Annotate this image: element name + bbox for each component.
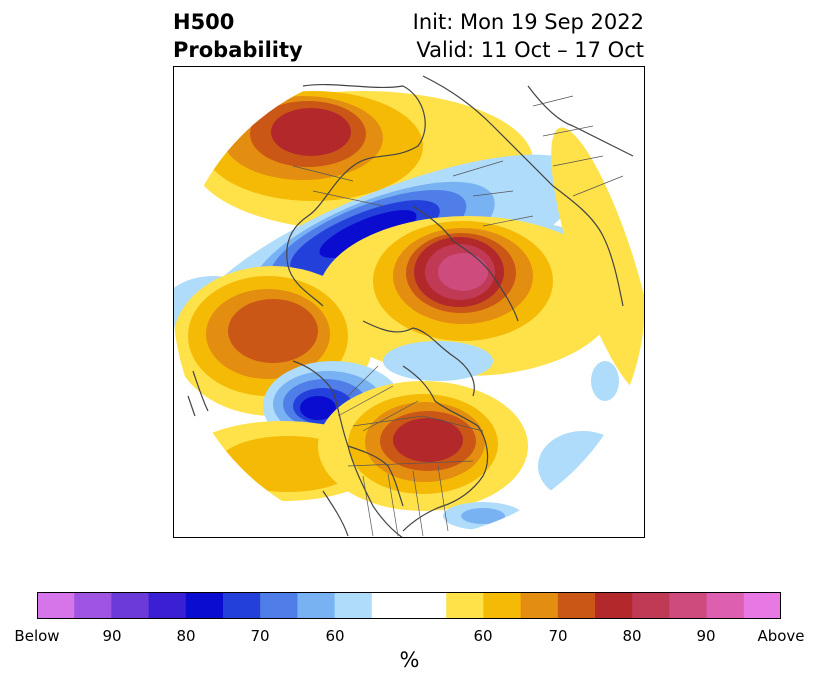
anomaly-contour (591, 361, 619, 401)
anomaly-contour (271, 108, 351, 156)
colorbar-label-below: Below (14, 627, 60, 645)
colorbar-label-below-90: 90 (102, 627, 122, 645)
colorbar-swatch (743, 592, 781, 619)
border-line (347, 460, 474, 467)
colorbar-swatch (632, 592, 670, 619)
anomaly-contour (438, 253, 488, 291)
anomaly-contour (383, 341, 493, 381)
colorbar-swatches (37, 592, 781, 619)
title-variable: H500 (173, 10, 235, 34)
coast-europe-africa (422, 75, 624, 307)
coast-greenland (362, 320, 475, 397)
map-svg (173, 66, 645, 538)
colorbar-label-above-70: 70 (548, 627, 568, 645)
coast-mexico (322, 490, 349, 537)
colorbar-swatch (260, 592, 298, 619)
anomaly-contour (319, 210, 417, 258)
colorbar-swatch (148, 592, 187, 619)
borders (292, 95, 624, 537)
colorbar-label-above: Above (757, 627, 805, 645)
colorbar-label-above-90: 90 (696, 627, 716, 645)
border-line (337, 365, 419, 432)
colorbar-swatch (520, 592, 559, 619)
colorbar-labels: Below 90 80 70 60 60 70 80 90 Above (0, 627, 819, 647)
colorbar-unit: % (399, 648, 420, 672)
border-line (352, 415, 484, 432)
map-title-right: Init: Mon 19 Sep 2022 Valid: 11 Oct – 17… (413, 8, 644, 64)
border-line (292, 165, 384, 207)
anomaly-fields (173, 91, 645, 530)
colorbar-swatch (74, 592, 112, 619)
colorbar-label-above-60: 60 (473, 627, 493, 645)
colorbar-swatch (185, 592, 224, 619)
border-line (362, 465, 449, 537)
colorbar-swatch (371, 592, 447, 619)
colorbar-label-above-80: 80 (622, 627, 642, 645)
coast-east-na (402, 365, 489, 532)
colorbar-swatch (111, 592, 150, 619)
anomaly-contour (228, 299, 318, 363)
colorbar-swatch (706, 592, 745, 619)
colorbar-swatch (334, 592, 373, 619)
coast-asia (286, 83, 426, 307)
colorbar-label-below-60: 60 (325, 627, 345, 645)
colorbar-label-below-70: 70 (250, 627, 270, 645)
coast-middle-east (527, 85, 634, 157)
init-date: Init: Mon 19 Sep 2022 (412, 10, 644, 34)
border-line (452, 160, 534, 227)
colorbar (37, 592, 781, 619)
coastlines (187, 75, 634, 538)
coast-hudson (347, 445, 404, 507)
polar-map (173, 66, 645, 538)
anomaly-contour (393, 418, 463, 462)
colorbar-label-below-80: 80 (176, 627, 196, 645)
coast-scandinavia (412, 205, 519, 322)
title-product: Probability (173, 38, 303, 62)
map-title-left: H500 Probability (173, 8, 303, 64)
coast-alaska (187, 370, 209, 417)
colorbar-swatch (297, 592, 336, 619)
colorbar-swatch (669, 592, 708, 619)
colorbar-swatch (37, 592, 75, 619)
colorbar-swatch (223, 592, 261, 619)
map-border (173, 66, 645, 538)
colorbar-swatch (595, 592, 633, 619)
colorbar-swatch (446, 592, 484, 619)
anomaly-contour (461, 508, 505, 524)
border-line (532, 95, 624, 197)
projection-mask (173, 66, 645, 538)
anomaly-contour (300, 396, 336, 420)
valid-range: Valid: 11 Oct – 17 Oct (416, 38, 644, 62)
colorbar-swatch (483, 592, 522, 619)
ridge-central (318, 216, 618, 376)
colorbar-outline (37, 592, 781, 619)
colorbar-swatch (557, 592, 596, 619)
